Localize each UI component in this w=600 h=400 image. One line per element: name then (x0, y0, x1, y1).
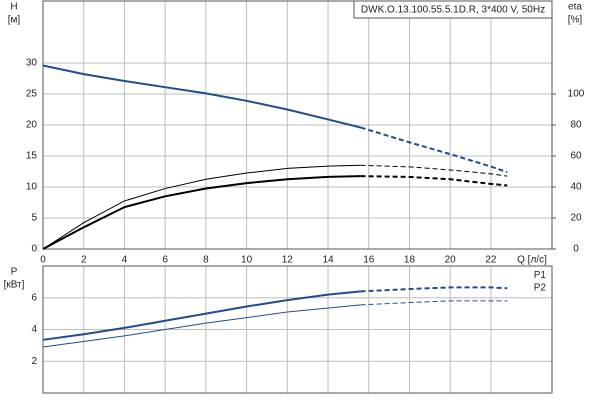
x-tick-label: 0 (40, 255, 46, 266)
y2-tick-label: 80 (570, 120, 582, 131)
y-tick-label: 0 (31, 244, 37, 255)
x-label-bg (513, 253, 551, 267)
x-tick-label: 22 (485, 255, 497, 266)
x-tick-label: 2 (81, 255, 87, 266)
x-tick-label: 12 (282, 255, 294, 266)
y-tick-label: 25 (26, 89, 38, 100)
y-tick-label: 15 (26, 151, 38, 162)
y-axis-label: P (11, 267, 18, 278)
x-tick-label: 18 (404, 255, 416, 266)
chart-title: DWK.O.13.100.55.5.1D.R, 3*400 V, 50Hz (361, 5, 545, 16)
y2-axis-unit: [%] (568, 15, 583, 26)
x-tick-label: 6 (162, 255, 168, 266)
y-tick-label: 20 (26, 120, 38, 131)
curve (42, 64, 361, 129)
y-axis-unit: [кВт] (4, 280, 25, 291)
x-tick-label: 20 (445, 255, 457, 266)
y-axis-label: H (10, 2, 17, 13)
curve (360, 164, 508, 177)
y2-tick-label: 0 (573, 244, 579, 255)
curve (360, 175, 508, 187)
curve (42, 164, 361, 250)
x-tick-label: 8 (203, 255, 209, 266)
curve (360, 286, 508, 293)
y2-axis-label: eta (568, 2, 582, 13)
y-tick-label: 4 (31, 324, 37, 335)
curve (360, 300, 508, 306)
curve (42, 290, 361, 341)
y-tick-label: 10 (26, 182, 38, 193)
series-label: P1 (534, 270, 547, 281)
y-tick-label: 30 (26, 58, 38, 69)
y2-tick-label: 60 (570, 151, 582, 162)
y2-tick-label: 100 (568, 89, 585, 100)
plot-frame (42, 0, 553, 250)
y-tick-label: 2 (31, 356, 37, 367)
y-axis-unit: [м] (8, 15, 21, 26)
x-tick-label: 14 (322, 255, 334, 266)
y-tick-label: 6 (31, 292, 37, 303)
curve (360, 126, 508, 174)
curve (42, 304, 361, 348)
y2-tick-label: 20 (570, 213, 582, 224)
plot-frame (42, 265, 553, 394)
series-label: P2 (534, 283, 547, 294)
curve (42, 175, 361, 250)
x-tick-label: 4 (122, 255, 128, 266)
x-tick-label: 16 (363, 255, 375, 266)
x-tick-label: 10 (241, 255, 253, 266)
y-tick-label: 5 (31, 213, 37, 224)
y2-tick-label: 40 (570, 182, 582, 193)
x-axis-label: Q [л/с] (517, 255, 547, 266)
title-box (353, 0, 553, 19)
